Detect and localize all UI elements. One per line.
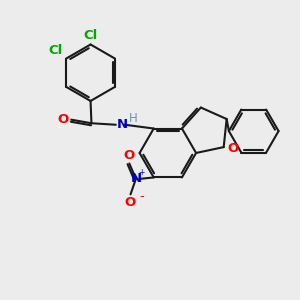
Text: O: O xyxy=(58,113,69,126)
Text: H: H xyxy=(129,112,138,125)
Text: O: O xyxy=(124,196,136,209)
Text: N: N xyxy=(117,118,128,131)
Text: O: O xyxy=(228,142,239,155)
Text: Cl: Cl xyxy=(83,28,98,41)
Text: -: - xyxy=(140,190,144,203)
Text: N: N xyxy=(130,172,141,185)
Text: +: + xyxy=(139,169,145,178)
Text: O: O xyxy=(123,149,134,162)
Text: Cl: Cl xyxy=(48,44,62,57)
